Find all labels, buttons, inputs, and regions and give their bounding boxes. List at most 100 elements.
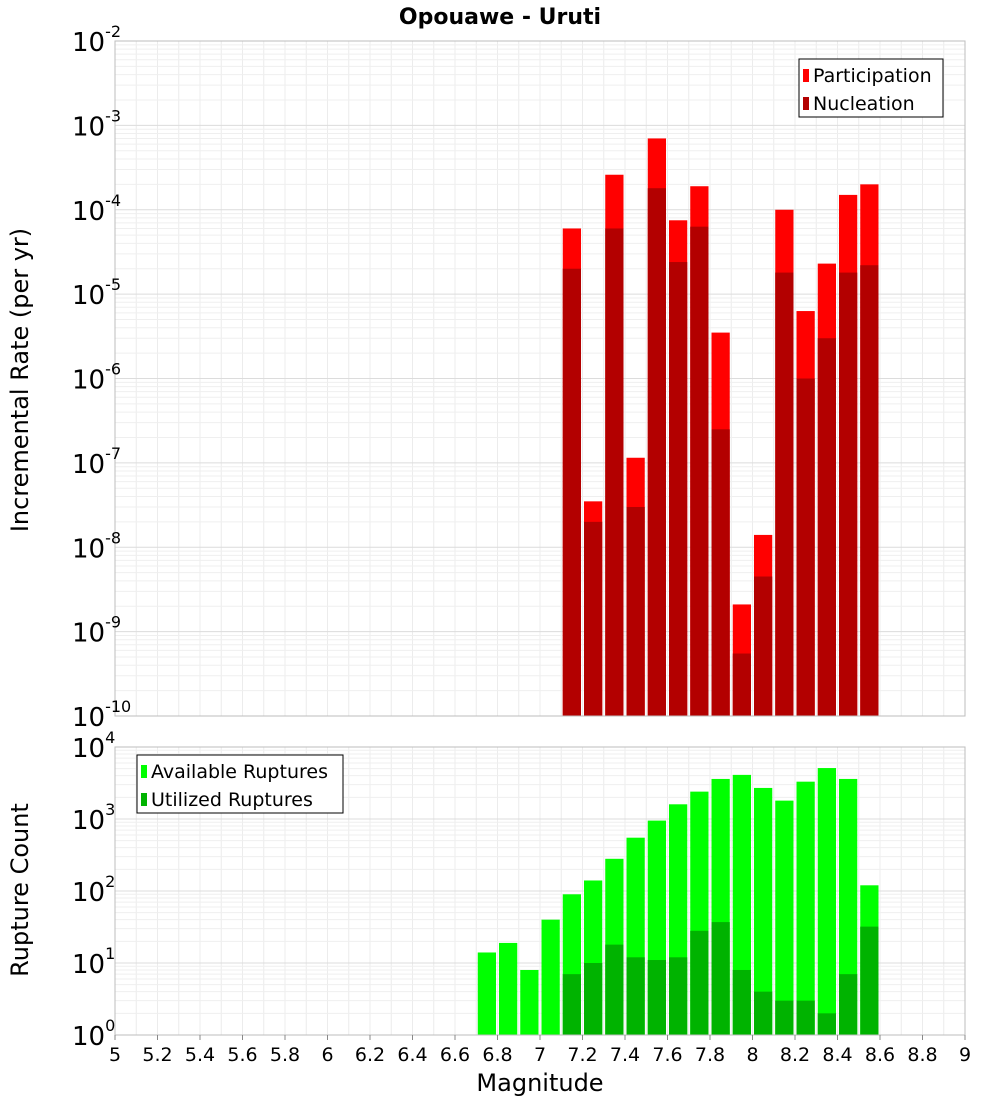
- rate-panel: 10-2 10-3 10-4 10-5 10-6 10-7 10-8 10-9 10-10 In…: [6, 22, 966, 733]
- legend-box: [136, 754, 344, 814]
- count-bar-b: [775, 1000, 794, 1035]
- x-tick-label: 7.8: [695, 1044, 725, 1066]
- legend-label: Participation: [813, 65, 932, 87]
- y-tick-label: 10-10: [72, 697, 131, 733]
- rate-bar-b: [732, 653, 751, 716]
- x-tick-label: 8.2: [780, 1044, 810, 1066]
- x-tick-label: 7: [534, 1044, 546, 1066]
- y-tick-label: 10-5: [72, 275, 121, 311]
- count-bar-b: [626, 957, 645, 1035]
- count-bar-b: [690, 930, 709, 1035]
- rate-bar-b: [605, 228, 624, 716]
- magnitude-x-ticks: 5 5.2 5.4 5.6 5.8 6 6.2 6.4 6.6 6.8 7 7.2 7.4 7.6 7.8 8…: [109, 1035, 971, 1066]
- rate-legend: Participation Nucleation: [798, 58, 944, 118]
- count-y-ticks: 104 103 102 101 100: [72, 728, 115, 1052]
- count-panel: 104 103 102 101 100 5 5.2 5.4 5.6 5.8 6 6.2 6.4 6.6 6…: [6, 728, 971, 1097]
- rate-bar-b: [817, 338, 836, 716]
- rate-bars: [562, 138, 879, 717]
- count-y-axis-label: Rupture Count: [6, 803, 34, 977]
- x-tick-label: 6: [321, 1044, 333, 1066]
- rate-y-axis-label: Incremental Rate (per yr): [6, 228, 34, 532]
- x-tick-label: 8.6: [865, 1044, 895, 1066]
- count-bar-b: [860, 926, 879, 1035]
- x-tick-label: 5.2: [142, 1044, 172, 1066]
- rate-bar-b: [690, 226, 709, 716]
- rate-bar-b: [562, 268, 581, 716]
- rate-bar-b: [775, 272, 794, 716]
- y-tick-label: 101: [72, 944, 115, 980]
- rate-bar-b: [669, 262, 688, 716]
- count-bar-b: [817, 1013, 836, 1035]
- rate-bar-b: [711, 429, 730, 716]
- legend-swatch: [803, 69, 809, 82]
- x-tick-label: 5.8: [270, 1044, 300, 1066]
- count-bar-a: [732, 774, 751, 1035]
- rate-bar-b: [626, 506, 645, 716]
- count-bar-a: [499, 942, 518, 1035]
- x-tick-label: 9: [959, 1044, 971, 1066]
- count-bar-b: [839, 974, 858, 1035]
- y-tick-label: 100: [72, 1016, 115, 1052]
- rate-plot-frame: [114, 40, 966, 717]
- count-bar-a: [477, 952, 496, 1035]
- count-bar-b: [754, 991, 773, 1035]
- chart-title: Opouawe - Uruti: [399, 5, 601, 30]
- x-tick-label: 7.2: [567, 1044, 597, 1066]
- count-bar-b: [562, 974, 581, 1035]
- legend-swatch: [803, 97, 809, 110]
- count-bar-b: [669, 957, 688, 1035]
- x-tick-label: 6.6: [440, 1044, 470, 1066]
- magnitude-x-axis-label: Magnitude: [476, 1069, 603, 1097]
- x-tick-label: 6.4: [397, 1044, 427, 1066]
- rate-bar-b: [754, 576, 773, 716]
- count-bar-a: [520, 969, 539, 1035]
- y-tick-label: 104: [72, 728, 115, 764]
- count-bar-b: [732, 969, 751, 1035]
- y-tick-label: 10-4: [72, 191, 121, 227]
- count-bar-b: [796, 1000, 815, 1035]
- count-bar-a: [775, 800, 794, 1035]
- y-tick-label: 10-8: [72, 528, 121, 564]
- count-bar-b: [647, 960, 666, 1035]
- x-tick-label: 7.6: [652, 1044, 682, 1066]
- count-bar-a: [754, 787, 773, 1035]
- x-tick-label: 8.4: [822, 1044, 852, 1066]
- x-tick-label: 5.4: [185, 1044, 215, 1066]
- x-tick-label: 8: [746, 1044, 758, 1066]
- count-bar-a: [817, 768, 836, 1035]
- rate-bar-b: [796, 378, 815, 716]
- count-bar-b: [711, 922, 730, 1035]
- legend-label: Available Ruptures: [151, 761, 328, 783]
- count-bars: [477, 768, 879, 1035]
- legend-box: [798, 58, 944, 118]
- x-tick-label: 6.8: [482, 1044, 512, 1066]
- rate-gridlines: [114, 41, 966, 717]
- rate-bar-b: [860, 265, 879, 716]
- count-bar-b: [605, 944, 624, 1035]
- y-tick-label: 10-6: [72, 360, 121, 396]
- count-bar-a: [839, 778, 858, 1035]
- rate-y-ticks: 10-2 10-3 10-4 10-5 10-6 10-7 10-8 10-9 10-10: [72, 22, 131, 733]
- x-tick-label: 7.4: [610, 1044, 640, 1066]
- y-tick-label: 10-3: [72, 106, 121, 142]
- count-bar-a: [796, 781, 815, 1035]
- y-tick-label: 102: [72, 872, 115, 908]
- count-legend: Available Ruptures Utilized Ruptures: [136, 754, 344, 814]
- legend-swatch: [141, 765, 147, 778]
- rate-bar-b: [647, 188, 666, 717]
- x-tick-label: 5.6: [227, 1044, 257, 1066]
- x-tick-label: 5: [109, 1044, 121, 1066]
- legend-label: Nucleation: [813, 93, 915, 115]
- legend-swatch: [141, 793, 147, 806]
- rate-bar-b: [839, 272, 858, 716]
- x-tick-label: 6.2: [355, 1044, 385, 1066]
- y-tick-label: 103: [72, 800, 115, 836]
- legend-label: Utilized Ruptures: [151, 789, 313, 811]
- count-bar-a: [541, 919, 560, 1035]
- count-bar-b: [584, 963, 603, 1035]
- y-tick-label: 10-2: [72, 22, 121, 58]
- y-tick-label: 10-7: [72, 444, 121, 480]
- x-tick-label: 8.8: [907, 1044, 937, 1066]
- y-tick-label: 10-9: [72, 613, 121, 649]
